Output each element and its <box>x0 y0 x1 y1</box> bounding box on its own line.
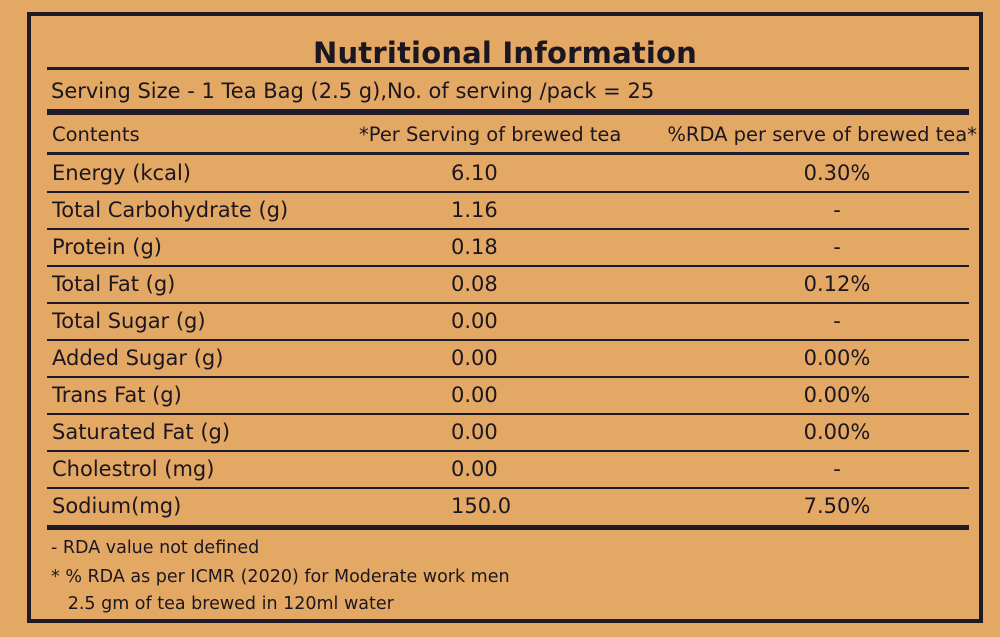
row-content: Added Sugar (g) <box>52 346 224 370</box>
row-divider <box>47 265 969 267</box>
row-rda: 0.00% <box>803 420 871 444</box>
row-rda: - <box>833 309 841 333</box>
divider-header <box>47 152 969 155</box>
row-per-serving: 0.00 <box>451 457 498 481</box>
table-row: Sodium(mg) 150.0 7.50% <box>47 488 969 525</box>
row-per-serving: 0.00 <box>451 346 498 370</box>
table-row: Cholestrol (mg) 0.00 - <box>47 451 969 488</box>
row-divider <box>47 191 969 193</box>
column-header-contents: Contents <box>52 123 140 146</box>
row-per-serving: 0.00 <box>451 420 498 444</box>
table-row: Total Fat (g) 0.08 0.12% <box>47 266 969 303</box>
table-row: Energy (kcal) 6.10 0.30% <box>47 155 969 192</box>
table-row: Total Carbohydrate (g) 1.16 - <box>47 192 969 229</box>
row-content: Total Fat (g) <box>52 272 176 296</box>
row-divider <box>47 302 969 304</box>
table-header-row: Contents *Per Serving of brewed tea %RDA… <box>47 116 977 153</box>
table-row: Trans Fat (g) 0.00 0.00% <box>47 377 969 414</box>
row-content: Energy (kcal) <box>52 161 191 185</box>
row-per-serving: 6.10 <box>451 161 498 185</box>
row-divider <box>47 413 969 415</box>
row-divider <box>47 450 969 452</box>
row-divider <box>47 376 969 378</box>
row-content: Cholestrol (mg) <box>52 457 215 481</box>
row-per-serving: 0.08 <box>451 272 498 296</box>
row-rda: - <box>833 235 841 259</box>
row-per-serving: 0.00 <box>451 383 498 407</box>
row-content: Sodium(mg) <box>52 494 182 518</box>
column-header-per-serving: *Per Serving of brewed tea <box>359 123 622 146</box>
footnote-icmr: * % RDA as per ICMR (2020) for Moderate … <box>51 567 510 587</box>
row-rda: - <box>833 457 841 481</box>
row-per-serving: 150.0 <box>451 494 512 518</box>
serving-info: Serving Size - 1 Tea Bag (2.5 g),No. of … <box>51 79 655 103</box>
row-content: Total Sugar (g) <box>52 309 206 333</box>
footnote-rda-undefined: - RDA value not defined <box>51 538 260 558</box>
table-row: Total Sugar (g) 0.00 - <box>47 303 969 340</box>
label-title: Nutritional Information <box>312 36 698 70</box>
footnote-brewing: 2.5 gm of tea brewed in 120ml water <box>51 594 394 614</box>
row-per-serving: 1.16 <box>451 198 498 222</box>
divider-serving <box>47 109 969 115</box>
row-rda: 0.30% <box>803 161 871 185</box>
row-content: Saturated Fat (g) <box>52 420 231 444</box>
row-rda: 0.12% <box>803 272 871 296</box>
row-rda: 0.00% <box>803 346 871 370</box>
row-divider <box>47 487 969 489</box>
row-per-serving: 0.18 <box>451 235 498 259</box>
row-divider <box>47 228 969 230</box>
row-content: Total Carbohydrate (g) <box>52 198 289 222</box>
row-rda: - <box>833 198 841 222</box>
column-header-rda: %RDA per serve of brewed tea* <box>667 123 977 146</box>
divider-title <box>47 67 969 70</box>
row-divider <box>47 339 969 341</box>
row-per-serving: 0.00 <box>451 309 498 333</box>
row-content: Trans Fat (g) <box>52 383 182 407</box>
divider-table-bottom <box>47 525 969 530</box>
table-row: Added Sugar (g) 0.00 0.00% <box>47 340 969 377</box>
row-rda: 0.00% <box>803 383 871 407</box>
table-row: Saturated Fat (g) 0.00 0.00% <box>47 414 969 451</box>
nutrition-label-panel: Nutritional Information Serving Size - 1… <box>27 12 983 623</box>
row-rda: 7.50% <box>803 494 871 518</box>
table-row: Protein (g) 0.18 - <box>47 229 969 266</box>
row-content: Protein (g) <box>52 235 163 259</box>
